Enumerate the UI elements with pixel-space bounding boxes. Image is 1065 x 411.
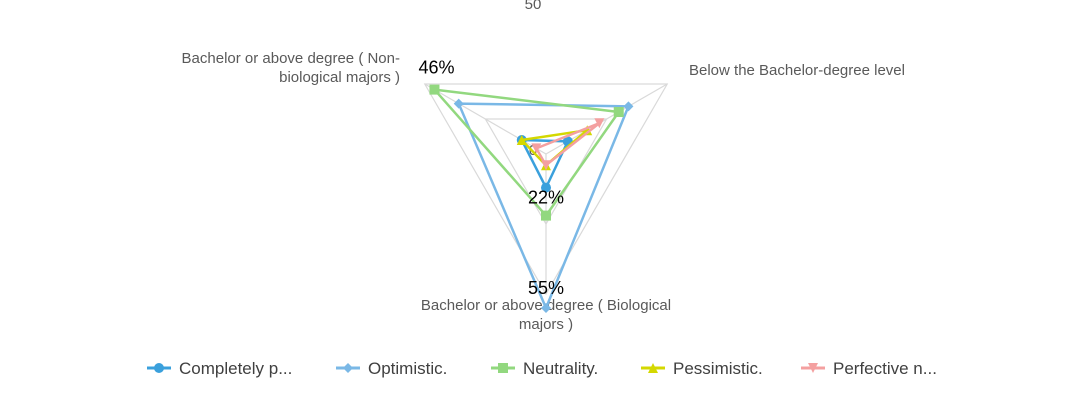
data-point xyxy=(531,143,542,154)
grid-ring-0 xyxy=(423,83,669,296)
data-label: 55% xyxy=(528,278,564,298)
data-point xyxy=(429,84,440,95)
legend-marker xyxy=(154,363,164,373)
data-point xyxy=(541,303,551,313)
data-point xyxy=(541,182,551,193)
data-point xyxy=(541,210,551,221)
legend-label: Completely p... xyxy=(179,359,292,378)
legend-item[interactable]: Perfective n... xyxy=(801,359,937,378)
axis-label: Bachelor or above degree ( Non-biologica… xyxy=(182,50,400,86)
data-point xyxy=(613,107,624,117)
axis-label: Bachelor or above degree ( Biological maj… xyxy=(421,297,671,333)
legend-label: Optimistic. xyxy=(368,359,447,378)
legend-marker xyxy=(343,363,353,373)
series-line-1 xyxy=(457,102,630,310)
data-label: 22% xyxy=(528,188,564,208)
data-point xyxy=(453,98,464,109)
series-line-0 xyxy=(520,138,570,189)
legend-item[interactable]: Completely p... xyxy=(147,359,292,378)
axis-label: Below the Bachelor-degree level xyxy=(689,62,905,79)
legend-label: Neutrality. xyxy=(523,359,598,378)
legend-item[interactable]: Neutrality. xyxy=(491,359,598,378)
data-point xyxy=(623,101,634,112)
legend-marker xyxy=(648,363,658,373)
legend-item[interactable]: Optimistic. xyxy=(336,359,447,378)
tick-label: 50 xyxy=(525,0,542,13)
legend-label: Perfective n... xyxy=(833,359,937,378)
legend-item[interactable]: Pessimistic. xyxy=(641,359,763,378)
data-label: 46% xyxy=(418,58,454,78)
series-line-2 xyxy=(433,88,620,217)
legend-marker xyxy=(498,363,508,373)
data-point xyxy=(594,118,605,129)
data-point xyxy=(541,160,551,171)
data-point xyxy=(516,135,527,145)
data-point xyxy=(582,125,593,136)
legend-marker xyxy=(808,363,818,373)
legend-label: Pessimistic. xyxy=(673,359,763,378)
series-line-4 xyxy=(535,121,601,167)
